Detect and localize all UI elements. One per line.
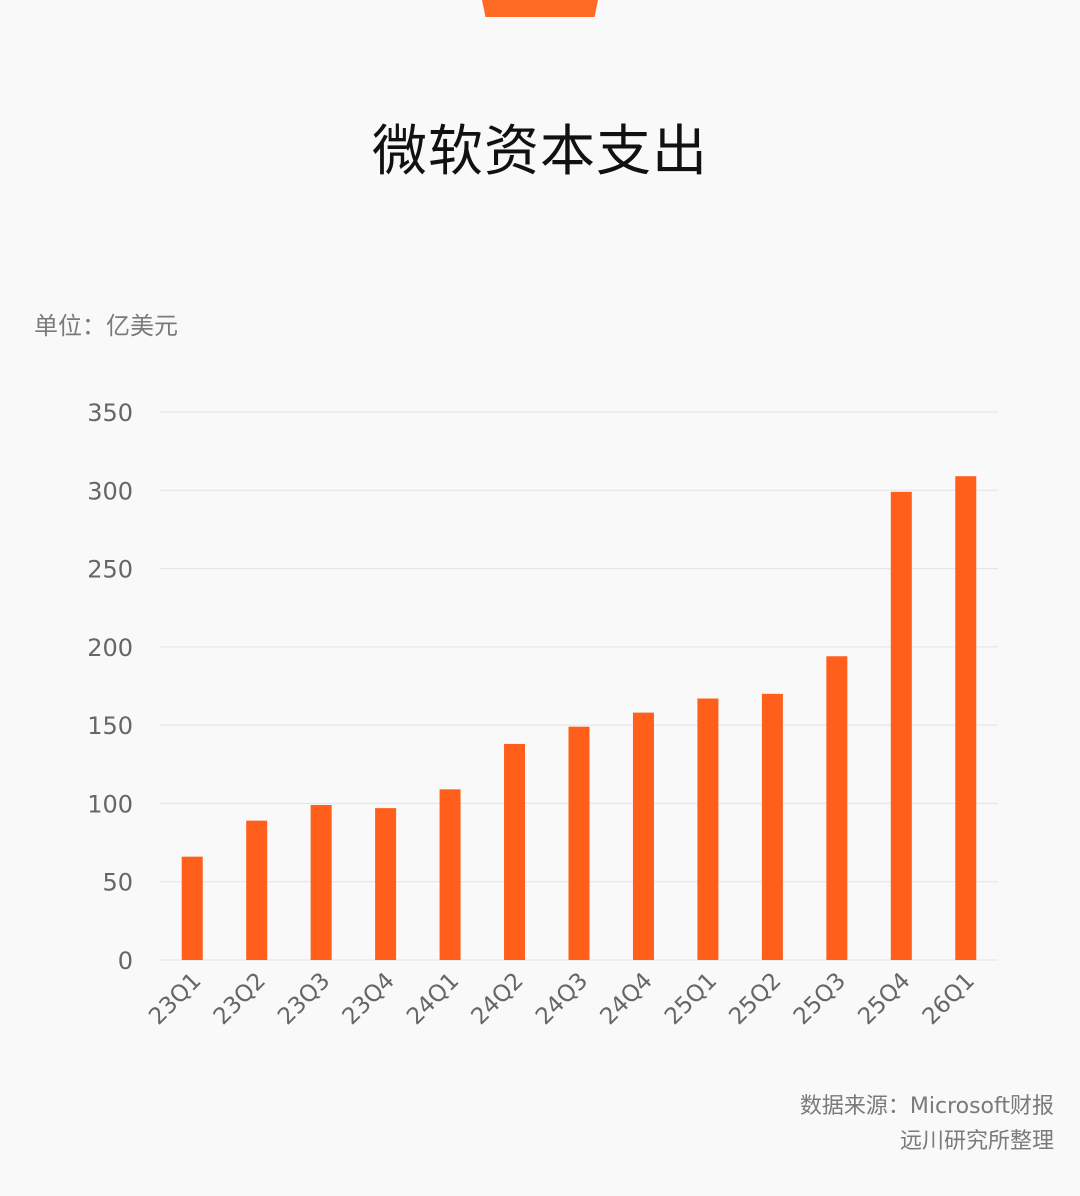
bar [504,743,526,960]
x-tick-label: 24Q2 [467,968,529,1030]
x-tick-label: 25Q2 [724,968,786,1030]
bar [568,726,590,960]
bar [761,693,783,960]
bar [697,698,719,960]
x-tick-label: 25Q4 [853,968,915,1030]
unit-label: 单位：亿美元 [34,312,178,340]
x-tick-label: 23Q3 [273,968,335,1030]
bar [826,656,848,960]
x-tick-label: 24Q4 [595,968,657,1030]
bar [439,789,461,960]
y-tick-label: 50 [102,869,133,897]
bar [310,804,332,960]
x-tick-label: 23Q2 [209,968,271,1030]
bar [890,491,912,960]
y-tick-label: 300 [87,477,133,505]
compiled-by-line: 远川研究所整理 [899,1129,1054,1154]
x-tick-label: 26Q1 [918,968,980,1030]
y-tick-label: 0 [118,947,133,975]
y-tick-label: 350 [87,399,133,427]
x-tick-label: 25Q3 [789,968,851,1030]
bar [181,856,203,960]
top-accent-tab [482,0,598,17]
x-tick-label: 24Q1 [402,968,464,1030]
bar [955,476,977,960]
page-title: 微软资本支出 [371,119,708,183]
source-line: 数据来源：Microsoft财报 [799,1094,1054,1119]
y-tick-label: 100 [87,790,133,818]
bar [375,808,397,960]
y-tick-label: 250 [87,556,133,584]
y-tick-label: 150 [87,712,133,740]
x-tick-label: 25Q1 [660,968,722,1030]
source-note: 数据来源：Microsoft财报 远川研究所整理 [800,1089,1054,1159]
x-tick-label: 23Q1 [144,968,206,1030]
x-tick-label: 23Q4 [338,968,400,1030]
y-tick-label: 200 [87,634,133,662]
bar [632,712,654,960]
x-tick-label: 24Q3 [531,968,593,1030]
bar [246,820,268,960]
